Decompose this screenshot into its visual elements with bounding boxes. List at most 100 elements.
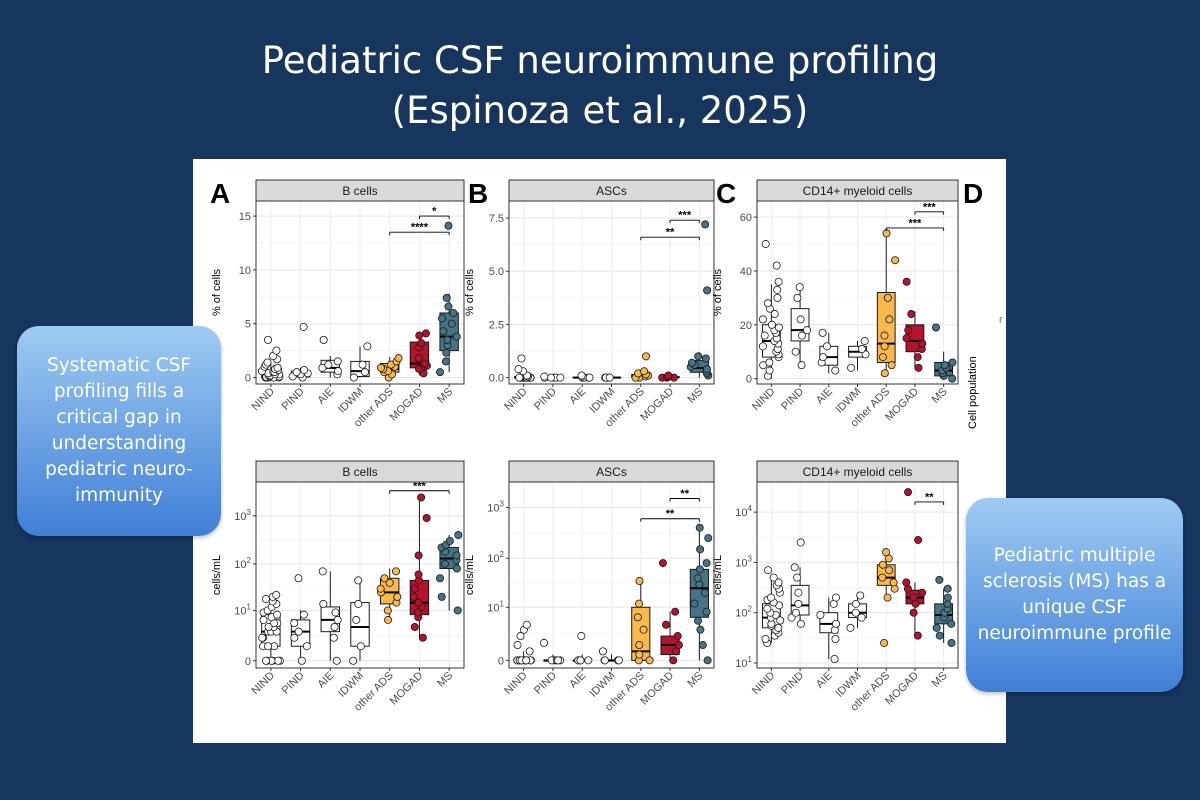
data-point [352, 615, 361, 624]
x-tick-label: NIND [502, 670, 530, 698]
x-tick-label: PIND [532, 386, 559, 413]
data-point [701, 354, 710, 363]
y-axis-label: cells/mL [211, 555, 223, 595]
box-mogad [658, 371, 680, 382]
data-point [793, 293, 802, 302]
box-other-ads [876, 229, 900, 378]
callout-right: Pediatric multiple sclerosis (MS) has a … [966, 498, 1183, 692]
data-point [415, 331, 424, 340]
x-tick-label: AIE [567, 670, 588, 691]
box-mogad [902, 277, 927, 372]
data-point [794, 588, 803, 597]
box-idwm [847, 336, 870, 372]
data-point [695, 523, 704, 532]
data-point [797, 361, 806, 370]
data-point [391, 567, 400, 576]
data-point [410, 584, 419, 593]
data-point [333, 357, 342, 366]
data-point [902, 578, 911, 587]
data-point [947, 638, 956, 647]
x-tick-label: AIE [814, 670, 835, 691]
data-point [409, 592, 418, 601]
y-tick-label: 102 [487, 550, 504, 565]
x-tick-label: NIND [249, 386, 277, 414]
data-point [773, 285, 782, 294]
y-tick-label: 0 [746, 374, 752, 386]
data-point [861, 350, 870, 359]
data-point [704, 534, 713, 543]
y-axis-label: cells/mL [712, 555, 724, 595]
data-point [539, 638, 548, 647]
x-tick-label: MS [685, 386, 705, 406]
data-point [394, 354, 403, 363]
data-point [514, 365, 523, 374]
facet-title: ASCs [596, 184, 627, 198]
data-point [831, 634, 840, 643]
significance-label: * [432, 206, 437, 218]
box-body [350, 602, 370, 647]
data-point [818, 328, 827, 337]
data-point [701, 220, 710, 229]
data-point [522, 620, 531, 629]
significance-bracket: * [418, 206, 450, 220]
y-tick-label: 104 [735, 504, 752, 519]
x-tick-label: MS [685, 670, 705, 690]
data-point [376, 584, 385, 593]
data-point [774, 623, 783, 632]
data-point [774, 277, 783, 286]
facet-title: CD14+ myeloid cells [803, 184, 913, 198]
significance-bracket: *** [389, 480, 450, 494]
data-point [796, 619, 805, 628]
data-point [935, 575, 944, 584]
data-point [673, 632, 682, 641]
data-point [261, 594, 270, 603]
panel-d-stray-letter: r [999, 314, 1003, 326]
x-tick-label: PIND [280, 386, 307, 413]
x-tick-label: AIE [567, 386, 588, 407]
significance-bracket: **** [389, 222, 450, 236]
panel-letter-a: A [210, 178, 230, 209]
data-point [540, 372, 549, 381]
box-pind [790, 283, 812, 370]
data-point [332, 656, 341, 665]
data-point [439, 327, 448, 336]
x-tick-label: NIND [750, 670, 778, 698]
data-point [635, 650, 644, 659]
significance-bracket: ** [914, 491, 945, 505]
x-tick-label: AIE [315, 386, 336, 407]
significance-label: *** [923, 201, 937, 213]
data-point [885, 566, 894, 575]
data-point [436, 574, 445, 583]
data-point [641, 352, 650, 361]
box-nind [258, 590, 284, 665]
data-point [517, 354, 526, 363]
data-point [442, 293, 451, 302]
data-point [674, 641, 683, 650]
x-tick-label: PIND [532, 670, 559, 697]
x-tick-label: NIND [750, 386, 778, 414]
data-point [832, 619, 841, 628]
data-point [918, 588, 927, 597]
data-point [902, 277, 911, 286]
data-point [324, 360, 333, 369]
data-point [380, 574, 389, 583]
significance-bracket: *** [669, 210, 700, 224]
data-point [454, 530, 463, 539]
x-tick-label: NIND [249, 670, 277, 698]
data-point [909, 608, 918, 617]
data-point [669, 656, 678, 665]
significance-label: ** [666, 227, 675, 239]
data-point [658, 559, 667, 568]
data-point [264, 335, 273, 344]
data-point [598, 647, 607, 656]
significance-bracket: ** [640, 508, 700, 522]
callout-left-text: Systematic CSF profiling fills a critica… [45, 355, 193, 506]
data-point [878, 573, 887, 582]
data-point [694, 352, 703, 361]
x-tick-label: MOGAD [388, 670, 426, 708]
data-point [948, 358, 957, 367]
box-aie [817, 328, 840, 375]
y-tick-label: 0 [498, 655, 504, 667]
